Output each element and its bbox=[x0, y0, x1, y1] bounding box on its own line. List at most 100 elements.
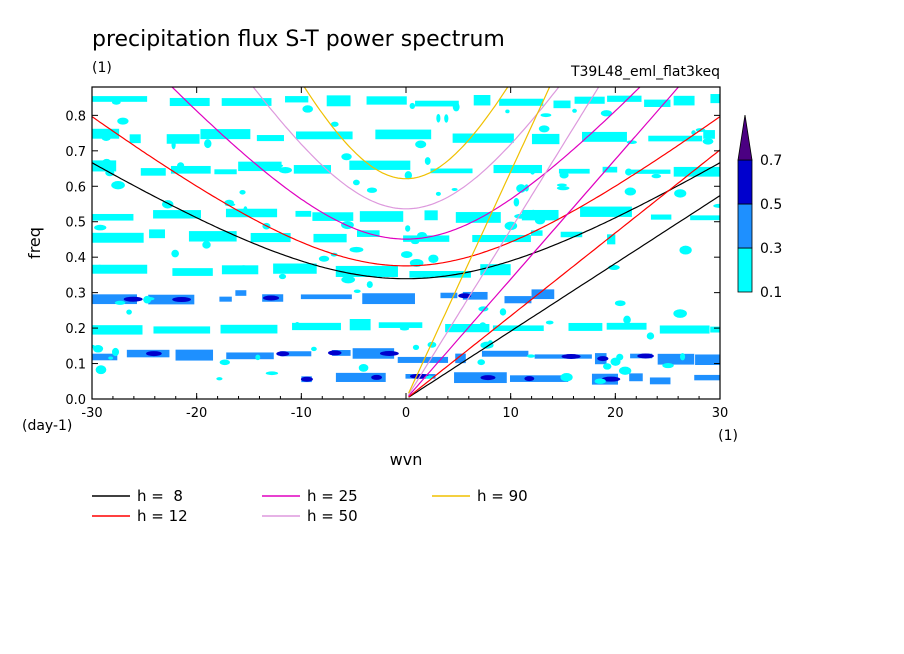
field-patch bbox=[153, 210, 201, 219]
field-patch bbox=[694, 374, 720, 381]
field-patch bbox=[657, 353, 695, 365]
field-peak bbox=[597, 356, 609, 362]
field-patch bbox=[409, 271, 471, 278]
field-patch bbox=[221, 98, 272, 106]
field-speck bbox=[618, 366, 632, 375]
field-peak bbox=[300, 376, 313, 382]
field-patch bbox=[403, 235, 450, 242]
field-speck bbox=[92, 344, 96, 349]
field-patch bbox=[558, 168, 590, 174]
chart-title: precipitation flux S-T power spectrum bbox=[92, 27, 505, 52]
field-speck bbox=[409, 102, 416, 109]
field-peak bbox=[276, 351, 290, 357]
field-speck bbox=[341, 153, 352, 161]
field-speck bbox=[479, 322, 487, 328]
field-patch bbox=[504, 296, 532, 304]
field-patch bbox=[580, 206, 632, 217]
field-speck bbox=[702, 138, 714, 145]
field-speck bbox=[534, 216, 546, 225]
y-tick-label: 0.4 bbox=[65, 251, 86, 266]
legend-label: h = 25 bbox=[307, 487, 358, 505]
colorbar-label: 0.1 bbox=[760, 285, 782, 301]
field-speck bbox=[273, 164, 284, 168]
field-patch bbox=[499, 98, 544, 106]
field-peak bbox=[524, 376, 535, 382]
field-patch bbox=[452, 133, 514, 143]
field-patch bbox=[568, 322, 603, 331]
field-patch bbox=[153, 326, 211, 334]
field-patch bbox=[169, 97, 210, 107]
dispersion-curve-h25-kelvin bbox=[408, 87, 680, 397]
field-speck bbox=[572, 108, 577, 113]
legend-label: h = 50 bbox=[307, 507, 358, 525]
field-patch bbox=[492, 325, 544, 332]
field-patch bbox=[650, 214, 672, 220]
field-speck bbox=[530, 167, 536, 175]
y-tick-label: 0.0 bbox=[65, 393, 86, 408]
dispersion-curve-h12-kelvin bbox=[408, 149, 720, 398]
field-speck bbox=[600, 110, 613, 117]
field-patch bbox=[493, 164, 543, 174]
field-speck bbox=[514, 213, 528, 219]
colorbar-extend-arrow bbox=[737, 114, 753, 161]
field-speck bbox=[662, 362, 674, 369]
field-speck bbox=[646, 332, 655, 340]
field-patch bbox=[659, 325, 710, 334]
x-tick-label: -30 bbox=[81, 406, 102, 421]
field-patch bbox=[273, 263, 317, 274]
field-peak bbox=[458, 293, 472, 299]
field-patch bbox=[250, 232, 291, 243]
field-patch bbox=[560, 231, 583, 238]
field-speck bbox=[278, 166, 292, 174]
field-speck bbox=[477, 359, 485, 366]
field-speck bbox=[349, 246, 364, 253]
field-speck bbox=[540, 113, 552, 118]
x-axis-label: wvn bbox=[390, 450, 423, 469]
field-speck bbox=[411, 240, 420, 245]
dispersion-curves bbox=[92, 87, 720, 398]
colorbar: 0.1 0.3 0.5 0.7 bbox=[737, 114, 782, 301]
run-label: T39L48_eml_flat3keq bbox=[570, 64, 720, 80]
field-peak bbox=[601, 376, 621, 382]
field-patch bbox=[200, 129, 251, 140]
field-speck bbox=[239, 189, 246, 195]
field-patch bbox=[312, 212, 354, 221]
y-tick-label: 0.8 bbox=[65, 109, 86, 124]
field-peak bbox=[371, 374, 383, 380]
field-speck bbox=[435, 191, 441, 196]
field-speck bbox=[624, 187, 637, 196]
y-tick-label: 0.6 bbox=[65, 180, 86, 195]
field-patch bbox=[455, 353, 466, 364]
field-speck bbox=[610, 357, 621, 366]
field-speck bbox=[114, 300, 126, 305]
field-speck bbox=[556, 183, 567, 187]
field-patch bbox=[375, 129, 432, 140]
field-speck bbox=[679, 245, 692, 255]
field-peak bbox=[123, 296, 143, 302]
field-speck bbox=[95, 264, 104, 273]
field-speck bbox=[404, 171, 413, 180]
field-patch bbox=[424, 210, 438, 221]
field-patch bbox=[695, 354, 720, 365]
field-patch bbox=[335, 372, 386, 382]
field-speck bbox=[126, 309, 132, 315]
field-patch bbox=[92, 213, 134, 221]
legend-label: h = 8 bbox=[137, 487, 183, 505]
dispersion-curve-h90-kelvin bbox=[408, 87, 551, 394]
field-speck bbox=[415, 140, 427, 149]
field-speck bbox=[412, 344, 420, 350]
field-speck bbox=[278, 273, 287, 280]
field-speck bbox=[526, 354, 536, 358]
field-speck bbox=[444, 114, 449, 123]
field-patch bbox=[430, 168, 473, 174]
dispersion-curve-h12-gravity bbox=[92, 116, 720, 267]
field-speck bbox=[366, 281, 373, 288]
field-speck bbox=[111, 347, 120, 357]
field-speck bbox=[255, 354, 261, 361]
field-speck bbox=[311, 346, 317, 352]
legend: h = 8 h = 12 h = 25 h = 50 h = 90 bbox=[92, 487, 528, 525]
field-speck bbox=[597, 138, 608, 142]
units-label: (1) bbox=[92, 60, 112, 76]
field-speck bbox=[623, 315, 631, 324]
dispersion-curve-h50-gravity bbox=[252, 87, 560, 210]
